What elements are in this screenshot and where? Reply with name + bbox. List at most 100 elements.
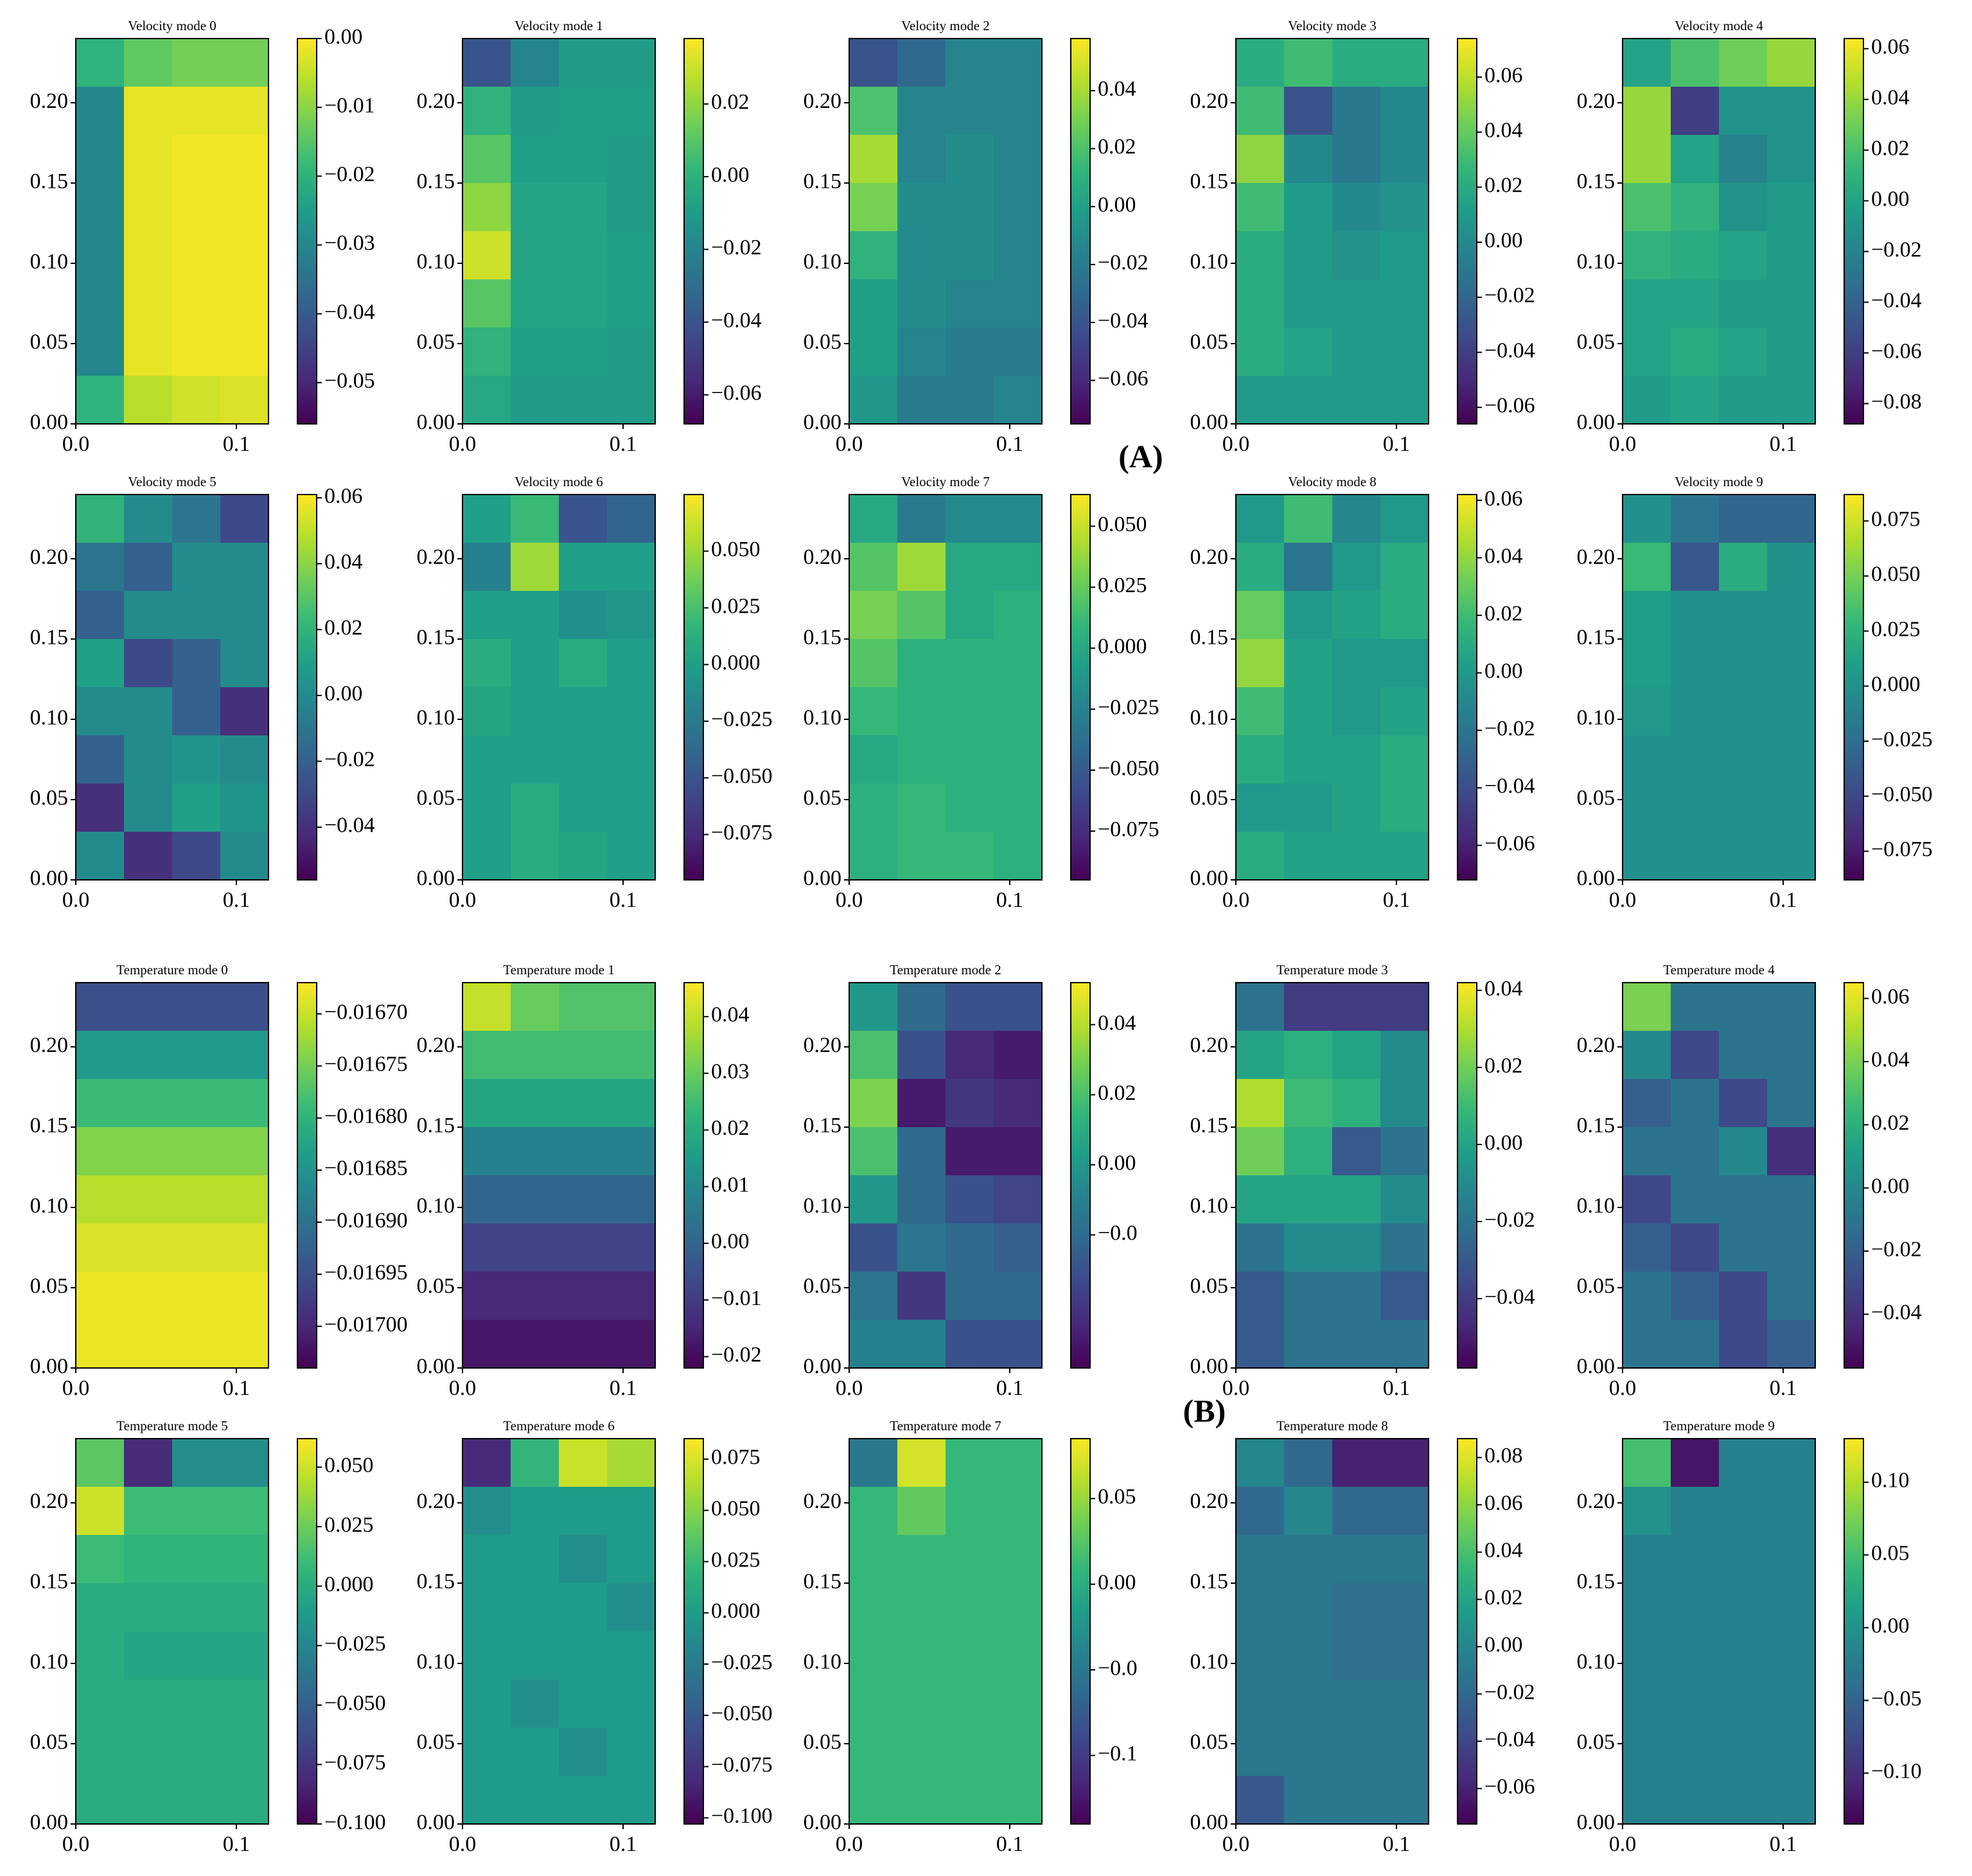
- y-tick-label: 0.10: [417, 1194, 455, 1218]
- heat-cell: [1284, 1175, 1333, 1224]
- colorbar-tick-label: −0.01: [711, 1286, 762, 1310]
- heat-cell: [1719, 1272, 1768, 1320]
- colorbar-tick-label: 0.04: [1484, 544, 1523, 568]
- heat-cell: [897, 1583, 946, 1632]
- heat-cell: [1236, 135, 1285, 184]
- panel-title: Velocity mode 4: [1675, 18, 1763, 33]
- heat-cell: [1332, 543, 1381, 592]
- heat-cell: [559, 279, 608, 328]
- heat-cell: [1380, 495, 1429, 543]
- heat-cell: [1236, 1439, 1285, 1487]
- heat-cell: [1332, 687, 1381, 736]
- y-tick-label: 0.20: [804, 1033, 842, 1057]
- y-tick-label: 0.10: [1577, 1650, 1615, 1674]
- colorbar-tick-label: 0.025: [711, 1548, 761, 1572]
- y-tick-label: 0.20: [1190, 545, 1229, 569]
- heat-cell: [1284, 231, 1333, 280]
- heat-cell: [1380, 543, 1429, 592]
- heat-cell: [1236, 832, 1285, 881]
- y-tick-label: 0.20: [30, 1033, 69, 1057]
- colorbar: [1070, 1438, 1091, 1825]
- colorbar-tick-label: 0.00: [1098, 1151, 1136, 1175]
- colorbar-tick-label: 0.00: [1098, 193, 1136, 216]
- colorbar-tick-label: 0.025: [1098, 574, 1147, 597]
- heat-cell: [1236, 1679, 1285, 1728]
- heat-cell: [559, 1320, 608, 1369]
- heat-cell: [1284, 328, 1333, 376]
- panel-title: Velocity mode 7: [901, 474, 990, 489]
- heat-cell: [511, 1776, 559, 1825]
- y-tick-label: 0.15: [1577, 1114, 1615, 1137]
- heat-cell: [462, 983, 511, 1031]
- colorbar-tick-label: 0.00: [324, 25, 363, 49]
- panel-label: (B): [1183, 1392, 1226, 1428]
- heat-cell: [1236, 1728, 1285, 1776]
- heat-cell: [1236, 784, 1285, 832]
- heat-cell: [559, 135, 608, 184]
- y-tick-label: 0.20: [417, 1489, 455, 1513]
- heat-cell: [897, 639, 946, 688]
- heat-cell: [1767, 687, 1816, 736]
- heat-cell: [849, 1031, 898, 1080]
- colorbar-tick-label: −0.075: [324, 1751, 386, 1775]
- heat-cell: [1380, 135, 1429, 184]
- heat-cell: [1623, 1631, 1671, 1680]
- heat-cell: [994, 832, 1043, 881]
- colorbar-tick-label: 0.05: [1871, 1541, 1910, 1565]
- heat-cell: [1623, 135, 1671, 184]
- heat-cell: [1767, 983, 1816, 1031]
- heat-cell: [994, 279, 1043, 328]
- colorbar-tick-label: 0.00: [324, 682, 363, 706]
- heat-cell: [124, 1127, 173, 1176]
- colorbar-tick-label: −0.050: [711, 1702, 773, 1726]
- y-tick-label: 0.15: [30, 1570, 69, 1593]
- heat-cell: [124, 39, 173, 87]
- heat-cell: [849, 376, 898, 425]
- heat-cell: [1767, 1175, 1816, 1224]
- heat-cell: [1671, 1583, 1720, 1632]
- colorbar-tick-label: 0.02: [1484, 602, 1523, 626]
- heat-cell: [172, 832, 221, 881]
- colorbar-tick-label: −0.06: [1098, 367, 1149, 390]
- y-tick-label: 0.15: [804, 1114, 842, 1137]
- x-tick-label: 0.0: [62, 432, 90, 456]
- heat-cell: [76, 1223, 125, 1272]
- heat-cell: [559, 1535, 608, 1584]
- heat-cell: [1236, 735, 1285, 784]
- heat-cell: [1380, 591, 1429, 640]
- heat-cell: [1284, 376, 1333, 425]
- heat-cell: [559, 983, 608, 1031]
- x-tick-label: 0.0: [1609, 1376, 1637, 1400]
- heat-cell: [1332, 87, 1381, 136]
- colorbar-tick-label: 0.000: [711, 651, 761, 675]
- x-tick-label: 0.0: [1222, 888, 1250, 912]
- y-tick-label: 0.10: [417, 250, 455, 274]
- heat-cell: [607, 1631, 656, 1680]
- heat-cell: [172, 687, 221, 736]
- heat-cell: [559, 1175, 608, 1224]
- colorbar-tick-label: −0.02: [1871, 238, 1922, 261]
- colorbar-tick-label: 0.04: [1484, 977, 1523, 1001]
- heat-cell: [462, 376, 511, 425]
- heat-cell: [994, 1535, 1043, 1584]
- plot-frame: [1235, 38, 1429, 425]
- heat-cell: [1284, 1679, 1333, 1728]
- heat-cell: [124, 1031, 173, 1080]
- y-tick-label: 0.10: [30, 250, 69, 274]
- colorbar-tick-label: −0.06: [1484, 832, 1535, 855]
- heat-cell: [1332, 39, 1381, 87]
- heat-cell: [1284, 1127, 1333, 1176]
- heat-cell: [1380, 1631, 1429, 1680]
- colorbar-tick-label: 0.00: [1871, 1174, 1910, 1198]
- heat-cell: [994, 231, 1043, 280]
- heat-cell: [172, 1031, 221, 1080]
- y-tick-label: 0.05: [804, 1730, 842, 1754]
- heat-cell: [849, 87, 898, 136]
- colorbar-tick-label: 0.02: [1098, 1081, 1136, 1105]
- heat-cell: [462, 1031, 511, 1080]
- colorbar-tick-label: 0.00: [711, 163, 750, 187]
- y-tick-label: 0.20: [417, 89, 455, 113]
- heat-cell: [124, 183, 173, 232]
- heat-cell: [1380, 784, 1429, 832]
- heat-cell: [849, 983, 898, 1031]
